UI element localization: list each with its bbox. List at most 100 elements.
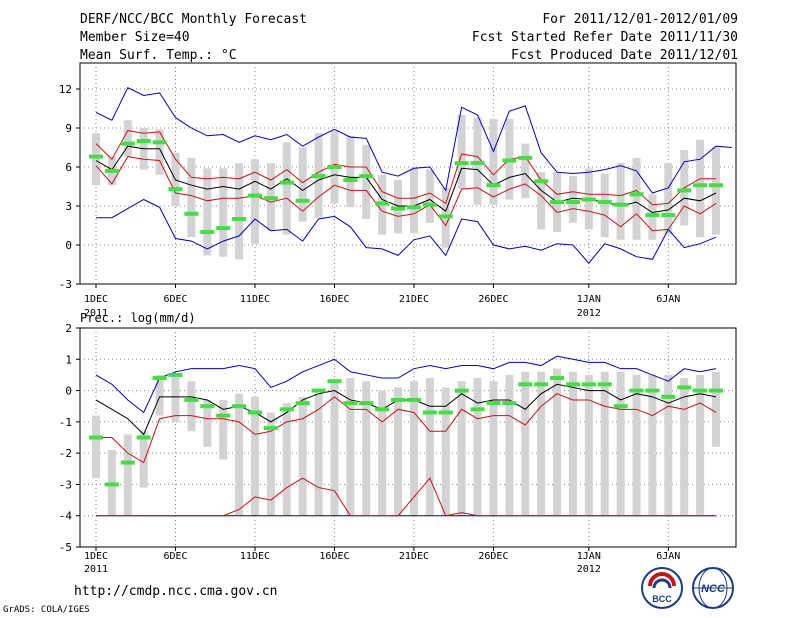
ensemble-marker xyxy=(232,404,247,409)
spread-box xyxy=(298,147,307,222)
spread-box xyxy=(489,118,498,205)
plot-frame xyxy=(79,62,737,285)
y-tick-label: -3 xyxy=(59,278,72,291)
x-tick-label: 21DEC xyxy=(399,551,429,562)
spread-box xyxy=(298,396,307,516)
ensemble-marker xyxy=(136,139,151,143)
x-tick-label: 1DEC xyxy=(84,294,108,305)
y-tick-label: -1 xyxy=(59,416,72,429)
mean-line xyxy=(95,383,717,436)
forecast-produced-date: Fcst Produced Date 2011/12/01 xyxy=(511,48,738,63)
ensemble-marker xyxy=(279,180,294,185)
ensemble-marker xyxy=(343,401,358,406)
ensemble-marker xyxy=(327,379,342,384)
spread-box xyxy=(632,374,641,516)
spread-box xyxy=(521,371,530,516)
spread-box xyxy=(266,412,275,516)
spread-box xyxy=(203,168,212,256)
y-tick-label: 2 xyxy=(65,322,72,335)
ensemble-marker xyxy=(470,407,485,412)
ensemble-marker xyxy=(295,198,310,203)
ensemble-marker xyxy=(565,200,580,205)
ensemble-marker xyxy=(152,376,167,381)
max-line xyxy=(95,355,717,414)
spread-box xyxy=(250,396,259,516)
spread-box xyxy=(696,139,705,238)
ensemble-marker xyxy=(359,174,374,179)
ensemble-marker xyxy=(534,179,549,184)
spread-box xyxy=(664,163,673,235)
ensemble-marker xyxy=(327,165,342,169)
lower-percentile-line xyxy=(96,477,716,517)
ensemble-marker xyxy=(263,196,278,201)
member-size: Member Size=40 xyxy=(80,30,190,45)
forecast-start-date: Fcst Started Refer Date 2011/11/30 xyxy=(471,30,738,45)
spread-box xyxy=(568,176,577,223)
x-tick-label: 1JAN xyxy=(577,551,601,562)
source-url: http://cmdp.ncc.cma.gov.cn xyxy=(74,584,278,599)
ensemble-marker xyxy=(200,404,215,409)
spread-box xyxy=(441,387,450,516)
lower-percentile-line xyxy=(95,156,717,232)
ensemble-marker xyxy=(184,397,199,402)
spread-box xyxy=(282,142,291,235)
x-tick-label: 26DEC xyxy=(478,294,508,305)
x-tick-label: 6JAN xyxy=(656,551,680,562)
spread-box xyxy=(553,368,562,516)
spread-box xyxy=(584,374,593,516)
bcc-logo: BCC xyxy=(641,567,683,609)
ensemble-marker xyxy=(486,183,501,188)
x-tick-label: 6JAN xyxy=(656,294,680,305)
spread-box xyxy=(346,135,355,208)
ensemble-marker xyxy=(232,217,247,221)
ensemble-marker xyxy=(550,376,565,381)
ensemble-marker xyxy=(693,388,708,393)
ensemble-marker xyxy=(216,226,231,231)
spread-box xyxy=(712,371,720,447)
ensemble-marker xyxy=(89,154,103,159)
spread-box xyxy=(219,168,228,257)
spread-box xyxy=(600,371,609,516)
ensemble-marker xyxy=(216,413,231,418)
ensemble-marker xyxy=(200,230,215,234)
ensemble-marker xyxy=(104,482,119,487)
ensemble-marker xyxy=(263,426,278,431)
spread-box xyxy=(409,168,418,234)
y-tick-label: 9 xyxy=(65,122,72,135)
ensemble-marker xyxy=(422,410,437,415)
x-tick-year: 2011 xyxy=(84,308,108,319)
variable-label: Mean Surf. Temp.: °C xyxy=(80,48,237,63)
max-line xyxy=(95,87,732,194)
y-tick-label: -2 xyxy=(59,447,72,460)
x-tick-label: 6DEC xyxy=(163,294,187,305)
spread-box xyxy=(346,378,355,516)
spread-box xyxy=(362,381,371,516)
ensemble-marker xyxy=(279,407,294,412)
spread-box xyxy=(664,374,673,516)
forecast-period: For 2011/12/01-2012/01/09 xyxy=(542,12,738,27)
ensemble-marker xyxy=(120,141,135,146)
spread-box xyxy=(235,393,244,516)
y-tick-label: 6 xyxy=(65,161,72,174)
ensemble-marker xyxy=(295,401,310,406)
spread-box xyxy=(314,393,323,516)
spread-box xyxy=(171,374,180,422)
ensemble-marker xyxy=(502,158,517,163)
spread-box xyxy=(394,387,403,516)
ncc-logo: NCC xyxy=(692,567,734,609)
x-tick-label: 26DEC xyxy=(478,551,508,562)
ensemble-marker xyxy=(677,385,692,390)
y-tick-label: 1 xyxy=(65,353,72,366)
panel-temperature: -3 0 3 6 9 12 1DEC 2011 6DEC 11DEC 16DEC 21DEC 26DEC… xyxy=(59,62,737,319)
spread-box xyxy=(457,381,466,516)
ensemble-marker xyxy=(534,382,549,387)
spread-box xyxy=(600,173,609,238)
panel-title: Prec.: log(mm/d) xyxy=(80,311,196,325)
grads-credit: GrADS: COLA/IGES xyxy=(3,605,90,615)
spread-box xyxy=(155,374,164,416)
ensemble-marker xyxy=(359,401,374,406)
ensemble-marker xyxy=(247,193,262,198)
ensemble-marker xyxy=(136,435,151,440)
x-tick-label: 21DEC xyxy=(399,294,429,305)
